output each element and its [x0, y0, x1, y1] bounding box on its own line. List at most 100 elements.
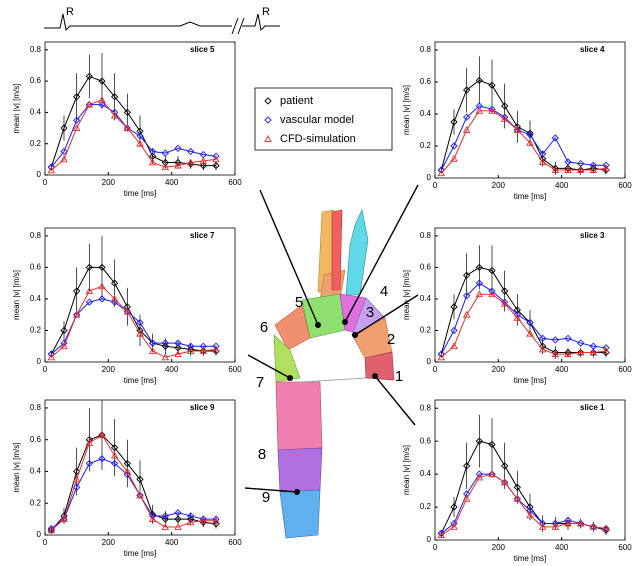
y-tick-label: 0.2 — [30, 139, 42, 148]
x-tick-label: 600 — [618, 543, 632, 552]
x-tick-label: 200 — [102, 365, 116, 374]
y-tick-label: 0.8 — [420, 403, 432, 412]
y-axis-label: mean |v| [m/s] — [402, 445, 411, 495]
y-tick-label: 0.8 — [30, 45, 42, 54]
ecg-trace — [242, 14, 280, 30]
slice-point — [287, 375, 293, 381]
y-tick-label: 0 — [427, 357, 432, 366]
slice-number: 2 — [387, 331, 395, 348]
x-tick-label: 0 — [43, 365, 48, 374]
legend-label: CFD-simulation — [280, 133, 356, 145]
x-tick-label: 600 — [228, 365, 242, 374]
y-tick-label: 0.6 — [30, 263, 42, 272]
y-tick-label: 0 — [427, 535, 432, 544]
x-axis-label: time [ms] — [514, 192, 546, 201]
x-tick-label: 0 — [433, 181, 438, 190]
axis-break — [232, 18, 238, 34]
y-tick-label: 0.4 — [420, 469, 432, 478]
x-tick-label: 200 — [492, 543, 506, 552]
y-tick-label: 0.8 — [30, 403, 42, 412]
y-tick-label: 0.2 — [30, 326, 42, 335]
slice-point — [315, 322, 321, 328]
chart-title: slice 9 — [190, 403, 215, 412]
slice-number: 5 — [295, 294, 303, 311]
slice-number: 6 — [260, 319, 268, 336]
y-tick-label: 0.8 — [30, 231, 42, 240]
slice-number: 8 — [258, 446, 266, 463]
y-tick-label: 0.8 — [420, 231, 432, 240]
chart-title: slice 5 — [190, 45, 215, 54]
y-axis-label: mean |v| [m/s] — [12, 443, 21, 493]
x-axis-label: time [ms] — [514, 376, 546, 385]
x-tick-label: 400 — [165, 178, 179, 187]
x-tick-label: 0 — [433, 365, 438, 374]
y-tick-label: 0.4 — [30, 108, 42, 117]
pointer-line — [260, 190, 318, 325]
slice-point — [352, 332, 358, 338]
x-axis-label: time [ms] — [124, 549, 156, 558]
y-tick-label: 0 — [37, 357, 42, 366]
figure: 020040060000.20.40.60.8slice 5time [ms]m… — [0, 0, 642, 566]
descending-segment — [276, 382, 322, 450]
x-axis-label: time [ms] — [514, 554, 546, 563]
y-axis-label: mean |v| [m/s] — [402, 270, 411, 320]
y-tick-label: 0.8 — [420, 45, 432, 54]
y-tick-label: 0.6 — [420, 436, 432, 445]
ecg-label: R — [66, 6, 74, 18]
y-axis-label: mean |v| [m/s] — [402, 85, 411, 135]
y-tick-label: 0.2 — [30, 498, 42, 507]
slice-number: 7 — [256, 374, 264, 391]
x-tick-label: 600 — [228, 538, 242, 547]
x-tick-label: 400 — [555, 543, 569, 552]
y-tick-label: 0 — [37, 170, 42, 179]
x-tick-label: 400 — [165, 365, 179, 374]
y-tick-label: 0.2 — [420, 326, 432, 335]
y-tick-label: 0.2 — [420, 502, 432, 511]
slice-point — [294, 489, 300, 495]
ecg-label: R — [262, 6, 270, 18]
x-tick-label: 200 — [492, 365, 506, 374]
y-tick-label: 0.4 — [420, 294, 432, 303]
x-tick-label: 400 — [555, 181, 569, 190]
x-tick-label: 0 — [433, 543, 438, 552]
x-tick-label: 600 — [228, 178, 242, 187]
y-tick-label: 0.4 — [30, 294, 42, 303]
x-tick-label: 600 — [618, 365, 632, 374]
outline — [300, 378, 366, 382]
y-tick-label: 0.6 — [30, 435, 42, 444]
y-tick-label: 0.4 — [30, 467, 42, 476]
branch-segment — [346, 210, 368, 295]
chart-title: slice 3 — [580, 231, 605, 240]
x-tick-label: 600 — [618, 181, 632, 190]
y-tick-label: 0.4 — [420, 109, 432, 118]
x-tick-label: 200 — [492, 181, 506, 190]
descending-segment — [278, 448, 322, 492]
slice-point — [342, 319, 348, 325]
chart-title: slice 7 — [190, 231, 215, 240]
x-tick-label: 200 — [102, 178, 116, 187]
legend-label: vascular model — [280, 114, 354, 126]
branch-segment — [332, 210, 342, 290]
y-tick-label: 0.6 — [30, 76, 42, 85]
y-tick-label: 0 — [427, 173, 432, 182]
x-axis-label: time [ms] — [124, 376, 156, 385]
y-tick-label: 0 — [37, 530, 42, 539]
x-tick-label: 0 — [43, 538, 48, 547]
y-tick-label: 0.6 — [420, 77, 432, 86]
slice-point — [372, 373, 378, 379]
y-axis-label: mean |v| [m/s] — [12, 270, 21, 320]
x-tick-label: 200 — [102, 538, 116, 547]
chart-title: slice 1 — [580, 403, 605, 412]
x-tick-label: 400 — [555, 365, 569, 374]
slice-number: 9 — [262, 489, 270, 506]
legend-label: patient — [280, 95, 313, 107]
slice-number: 1 — [395, 368, 403, 385]
descending-segment — [280, 490, 320, 538]
plot-area — [435, 42, 625, 178]
x-tick-label: 0 — [43, 178, 48, 187]
y-axis-label: mean |v| [m/s] — [12, 84, 21, 134]
slice-number: 3 — [366, 304, 374, 321]
x-axis-label: time [ms] — [124, 189, 156, 198]
y-tick-label: 0.6 — [420, 263, 432, 272]
chart-title: slice 4 — [580, 45, 605, 54]
